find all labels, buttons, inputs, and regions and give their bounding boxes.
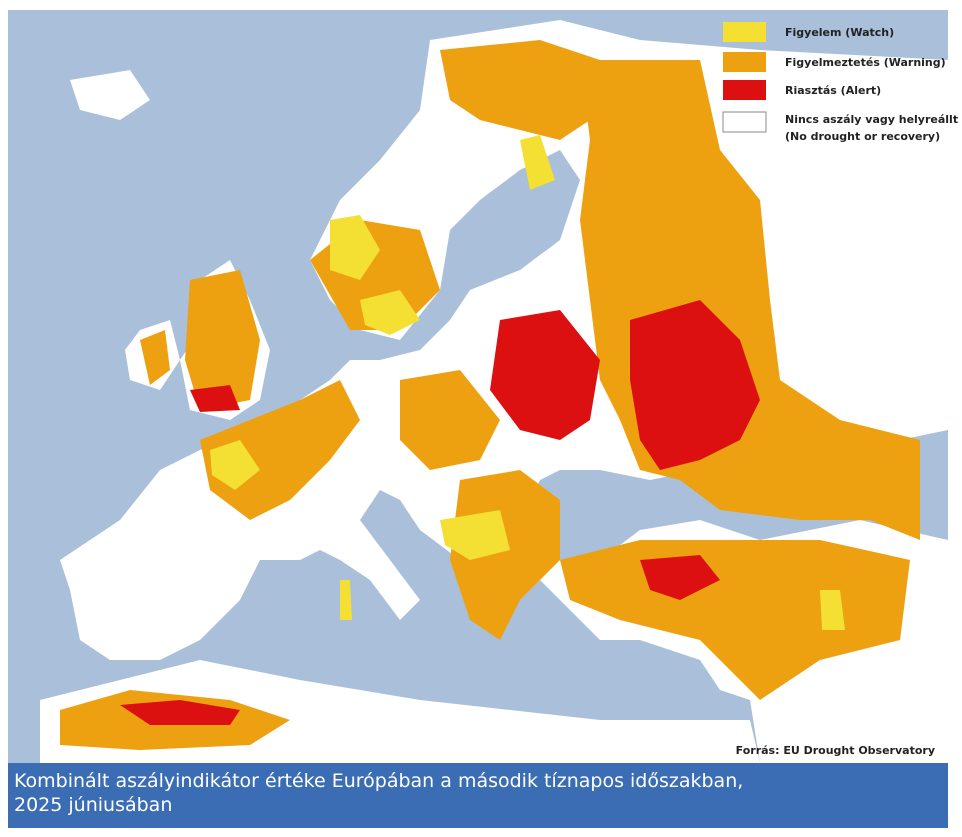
legend-label: (No drought or recovery): [785, 130, 940, 143]
legend-swatch: [723, 52, 766, 72]
legend-swatch: [723, 22, 766, 42]
watch-areas: [210, 135, 845, 630]
legend-label: Figyelem (Watch): [785, 26, 894, 39]
legend-label: Nincs aszály vagy helyreállt: [785, 113, 958, 126]
alert-areas: [120, 300, 760, 725]
legend-swatch: [723, 80, 766, 100]
caption-line: Kombinált aszályindikátor értéke Európáb…: [14, 770, 743, 792]
legend-label: Figyelmeztetés (Warning): [785, 56, 946, 69]
legend-label: Riasztás (Alert): [785, 84, 881, 97]
source: Forrás: EU Drought Observatory: [736, 744, 935, 757]
legend-swatch: [722, 111, 767, 133]
caption-bar: [8, 763, 948, 828]
caption-line: 2025 júniusában: [14, 794, 172, 816]
